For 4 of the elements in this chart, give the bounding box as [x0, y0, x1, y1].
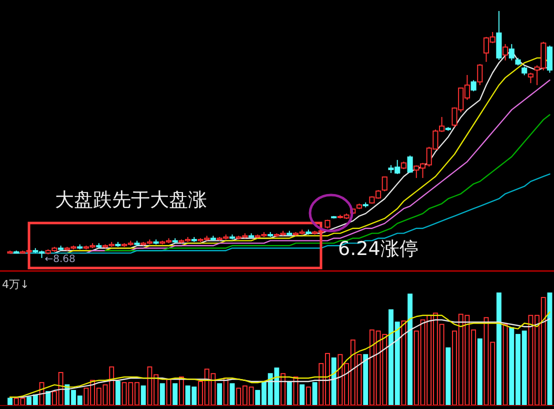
text: 4万↓ [2, 278, 30, 291]
annotation: 6.24涨停 [338, 238, 418, 260]
annotation: 大盘跌先于大盘涨 [55, 189, 207, 211]
annotation: ←8.68 [44, 254, 76, 265]
